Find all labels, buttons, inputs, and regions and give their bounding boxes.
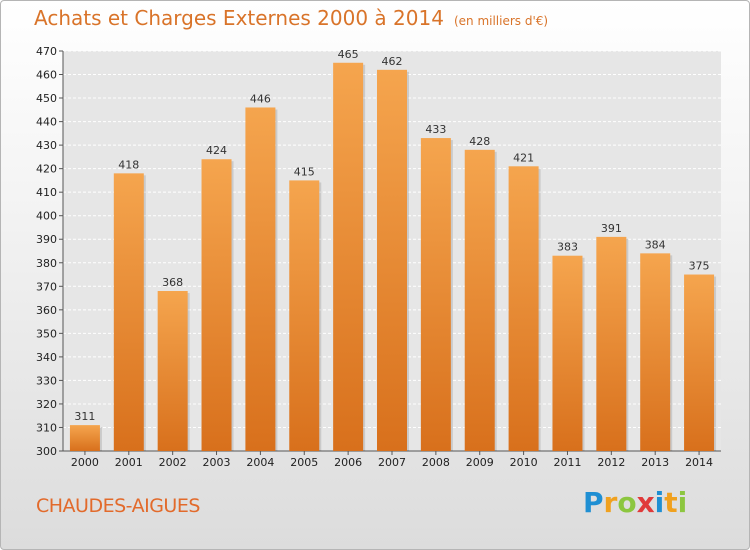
bar [508, 166, 539, 451]
x-tick-label: 2007 [378, 456, 406, 469]
y-tick-label: 400 [36, 210, 57, 223]
bar [157, 291, 188, 451]
y-tick-label: 360 [36, 304, 57, 317]
y-tick-label: 350 [36, 327, 57, 340]
chart-title-text: Achats et Charges Externes 2000 à 2014 [34, 6, 444, 30]
x-tick-label: 2013 [641, 456, 669, 469]
chart-title: Achats et Charges Externes 2000 à 2014 (e… [34, 6, 548, 30]
bar [333, 62, 364, 451]
logo-letter: o [617, 486, 637, 519]
x-tick-label: 2001 [115, 456, 143, 469]
bar [201, 159, 232, 451]
proxiti-logo: Proxiti [583, 486, 687, 519]
bar-value-label: 368 [162, 276, 183, 289]
y-tick-label: 320 [36, 398, 57, 411]
bar-value-label: 433 [425, 123, 446, 136]
bar [420, 138, 451, 451]
y-tick-label: 380 [36, 257, 57, 270]
x-tick-label: 2005 [290, 456, 318, 469]
y-tick-label: 340 [36, 351, 57, 364]
bar-value-label: 391 [601, 222, 622, 235]
x-tick-label: 2008 [422, 456, 450, 469]
bar-value-label: 465 [338, 48, 359, 61]
logo-letter: i [654, 486, 665, 519]
bar [596, 236, 627, 451]
bar [464, 149, 495, 451]
bar-value-label: 375 [689, 260, 710, 273]
y-tick-label: 450 [36, 92, 57, 105]
bar [684, 274, 715, 451]
bar-value-label: 428 [469, 135, 490, 148]
bar-value-label: 384 [645, 238, 666, 251]
bar [552, 255, 583, 451]
y-tick-label: 390 [36, 233, 57, 246]
logo-letter: t [664, 486, 678, 519]
bar-value-label: 415 [294, 165, 315, 178]
x-tick-label: 2010 [510, 456, 538, 469]
x-tick-label: 2006 [334, 456, 362, 469]
y-tick-label: 300 [36, 445, 57, 458]
logo-letter: P [583, 486, 604, 519]
logo-letter: i [677, 486, 688, 519]
x-tick-label: 2009 [466, 456, 494, 469]
y-tick-label: 460 [36, 69, 57, 82]
bar-value-label: 418 [118, 158, 139, 171]
x-tick-label: 2011 [553, 456, 581, 469]
x-tick-label: 2014 [685, 456, 713, 469]
bar [377, 69, 407, 451]
bar [69, 425, 100, 451]
x-tick-label: 2003 [203, 456, 231, 469]
bar [640, 253, 671, 451]
y-tick-label: 440 [36, 116, 57, 129]
bar-value-label: 383 [557, 241, 578, 254]
bar [113, 173, 144, 451]
bar [245, 107, 276, 452]
bar-value-label: 446 [250, 92, 271, 105]
commune-name: CHAUDES-AIGUES [36, 495, 200, 517]
y-tick-label: 420 [36, 163, 57, 176]
logo-letter: x [636, 486, 655, 519]
x-tick-label: 2000 [71, 456, 99, 469]
x-tick-label: 2012 [597, 456, 625, 469]
x-tick-label: 2002 [159, 456, 187, 469]
y-tick-label: 370 [36, 280, 57, 293]
bar-value-label: 424 [206, 144, 227, 157]
bar-value-label: 311 [74, 410, 95, 423]
bar-value-label: 462 [382, 55, 403, 68]
x-tick-label: 2004 [246, 456, 274, 469]
bar-value-label: 421 [513, 151, 534, 164]
y-tick-label: 330 [36, 374, 57, 387]
bar [289, 180, 320, 452]
logo-letter: r [603, 486, 618, 519]
y-tick-label: 470 [36, 45, 57, 58]
y-tick-label: 410 [36, 186, 57, 199]
chart-subtitle: (en milliers d'€) [453, 14, 549, 28]
y-tick-label: 430 [36, 139, 57, 152]
y-tick-label: 310 [36, 421, 57, 434]
